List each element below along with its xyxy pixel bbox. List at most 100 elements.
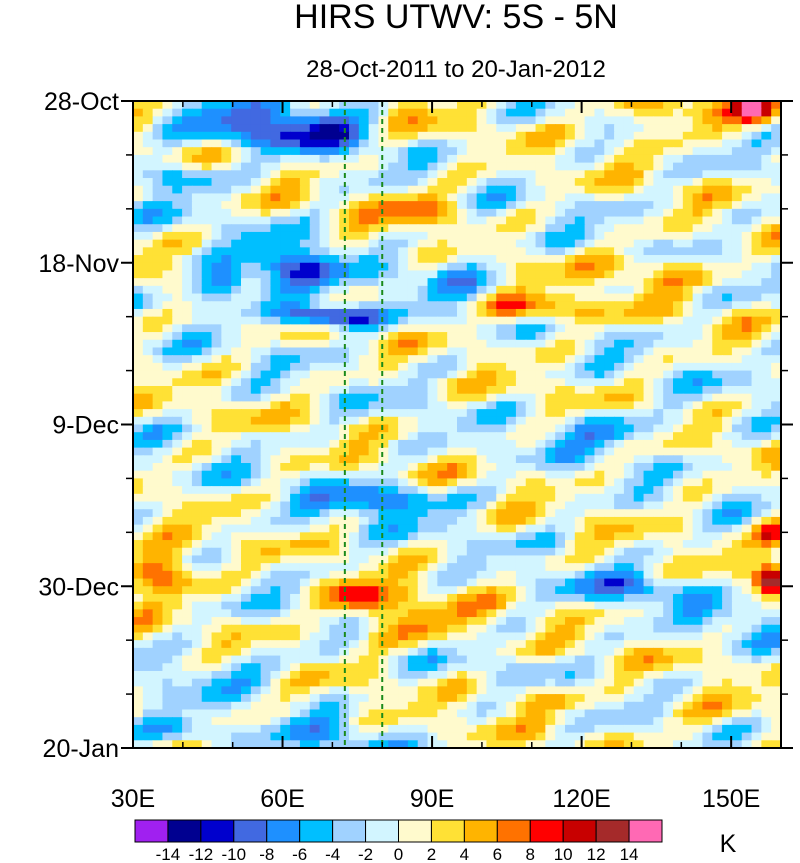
heatmap-cell bbox=[201, 455, 213, 464]
heatmap-cell bbox=[172, 624, 183, 634]
heatmap-cell bbox=[349, 185, 360, 195]
heatmap-cell bbox=[623, 154, 635, 164]
heatmap-cell bbox=[682, 516, 694, 526]
heatmap-cell bbox=[574, 470, 586, 480]
heatmap-cell bbox=[201, 601, 213, 610]
heatmap-cell bbox=[771, 139, 782, 148]
heatmap-cell bbox=[142, 316, 154, 325]
heatmap-cell bbox=[241, 547, 252, 557]
heatmap-cell bbox=[545, 501, 556, 510]
heatmap-cell bbox=[231, 124, 242, 133]
heatmap-cell bbox=[545, 301, 556, 310]
heatmap-cell bbox=[319, 178, 330, 187]
heatmap-cell bbox=[417, 293, 429, 302]
heatmap-cell bbox=[623, 470, 635, 480]
heatmap-cell bbox=[702, 516, 713, 526]
heatmap-cell bbox=[731, 308, 743, 318]
heatmap-cell bbox=[142, 285, 154, 295]
heatmap-cell bbox=[545, 555, 556, 564]
heatmap-cell bbox=[682, 339, 694, 349]
heatmap-cell bbox=[398, 185, 409, 195]
heatmap-cell bbox=[133, 239, 144, 248]
heatmap-cell bbox=[486, 439, 497, 449]
heatmap-cell bbox=[241, 678, 252, 687]
heatmap-cell bbox=[663, 131, 674, 141]
heatmap-cell bbox=[565, 278, 576, 287]
heatmap-cell bbox=[633, 339, 645, 349]
heatmap-cell bbox=[525, 162, 537, 171]
heatmap-cell bbox=[280, 439, 291, 449]
heatmap-cell bbox=[466, 178, 478, 187]
heatmap-cell bbox=[761, 124, 772, 133]
heatmap-cell bbox=[555, 470, 566, 480]
heatmap-cell bbox=[368, 632, 380, 641]
heatmap-cell bbox=[191, 516, 203, 526]
heatmap-cell bbox=[221, 439, 232, 449]
heatmap-cell bbox=[152, 262, 164, 272]
heatmap-cell bbox=[280, 147, 291, 156]
heatmap-cell bbox=[584, 455, 596, 464]
heatmap-cell bbox=[741, 409, 753, 418]
heatmap-cell bbox=[152, 208, 164, 218]
heatmap-cell bbox=[260, 570, 272, 580]
heatmap-cell bbox=[437, 416, 448, 426]
heatmap-cell bbox=[319, 447, 330, 456]
heatmap-cell bbox=[712, 570, 723, 580]
heatmap-cell bbox=[584, 509, 596, 518]
heatmap-cell bbox=[457, 532, 468, 541]
heatmap-cell bbox=[466, 224, 478, 233]
heatmap-cell bbox=[447, 532, 458, 541]
heatmap-cell bbox=[388, 424, 399, 433]
heatmap-cell bbox=[614, 393, 625, 402]
heatmap-cell bbox=[447, 478, 458, 487]
heatmap-cell bbox=[270, 601, 281, 610]
heatmap-cell bbox=[201, 224, 213, 233]
heatmap-cell bbox=[349, 270, 360, 279]
heatmap-cell bbox=[525, 578, 537, 587]
heatmap-cell bbox=[673, 486, 684, 495]
heatmap-cell bbox=[545, 316, 556, 325]
heatmap-cell bbox=[133, 108, 144, 117]
heatmap-cell bbox=[191, 101, 203, 110]
heatmap-cell bbox=[309, 409, 321, 418]
heatmap-cell bbox=[584, 362, 596, 372]
heatmap-cell bbox=[515, 239, 527, 248]
heatmap-cell bbox=[368, 555, 380, 564]
heatmap-cell bbox=[604, 324, 615, 333]
heatmap-cell bbox=[152, 624, 164, 634]
heatmap-cell bbox=[152, 578, 164, 587]
heatmap-cell bbox=[250, 301, 262, 310]
heatmap-cell bbox=[673, 108, 684, 117]
heatmap-cell bbox=[761, 108, 772, 117]
heatmap-cell bbox=[358, 247, 370, 256]
heatmap-cell bbox=[486, 139, 497, 148]
heatmap-cell bbox=[486, 578, 497, 587]
heatmap-cell bbox=[398, 101, 409, 110]
heatmap-cell bbox=[633, 262, 645, 272]
heatmap-cell bbox=[368, 493, 380, 503]
heatmap-cell bbox=[231, 185, 242, 195]
heatmap-cell bbox=[466, 355, 478, 364]
heatmap-cell bbox=[378, 640, 389, 649]
heatmap-cell bbox=[496, 108, 507, 117]
heatmap-cell bbox=[673, 586, 684, 595]
heatmap-cell bbox=[506, 409, 517, 418]
heatmap-cell bbox=[771, 101, 782, 110]
heatmap-cell bbox=[457, 640, 468, 649]
heatmap-cell bbox=[682, 624, 694, 634]
heatmap-cell bbox=[427, 208, 438, 218]
heatmap-cell bbox=[133, 247, 144, 256]
heatmap-cell bbox=[388, 355, 399, 364]
heatmap-cell bbox=[525, 378, 537, 387]
heatmap-cell bbox=[761, 409, 772, 418]
heatmap-cell bbox=[290, 555, 301, 564]
heatmap-cell bbox=[614, 563, 625, 572]
heatmap-cell bbox=[349, 131, 360, 141]
heatmap-cell bbox=[574, 640, 586, 649]
heatmap-cell bbox=[761, 401, 772, 410]
heatmap-cell bbox=[299, 632, 311, 641]
heatmap-cell bbox=[398, 301, 409, 310]
heatmap-cell bbox=[191, 247, 203, 256]
heatmap-cell bbox=[712, 262, 723, 272]
heatmap-cell bbox=[378, 593, 389, 603]
